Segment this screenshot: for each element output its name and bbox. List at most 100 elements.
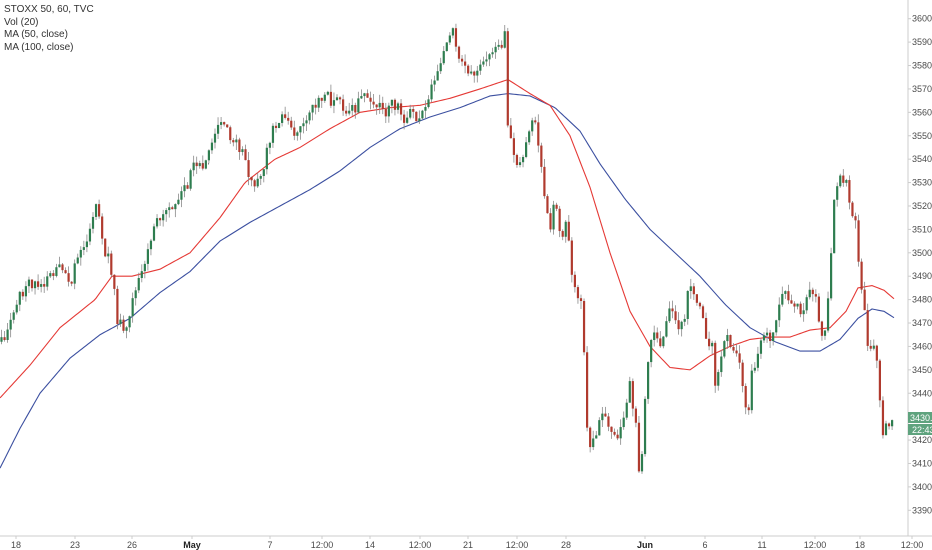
candle-up	[448, 35, 451, 43]
candle-down	[637, 422, 641, 472]
candle-up	[12, 312, 15, 320]
candle-down	[515, 154, 519, 166]
candle-up	[128, 316, 131, 328]
time-axis[interactable]: 18 23 26 May 7 12:00 14 12:00 21 12:00 28 Jun 6 11 12:…	[0, 535, 932, 550]
ma100-line	[0, 93, 895, 469]
candle-up	[396, 103, 400, 110]
candle-down	[293, 127, 296, 136]
candle-down	[787, 291, 790, 301]
candle-up	[299, 126, 302, 133]
candle-up	[363, 93, 366, 97]
time-tick-label: May	[183, 540, 201, 550]
time-tick-label: 26	[127, 540, 137, 550]
candle-up	[778, 304, 781, 321]
candle-up	[497, 44, 500, 47]
time-tick-label: 18	[855, 540, 865, 550]
candle-up	[689, 286, 692, 291]
candle-down	[67, 273, 70, 282]
candle-down	[790, 300, 793, 304]
candle-down	[875, 345, 878, 361]
candle-up	[485, 59, 488, 62]
candle-down	[613, 431, 616, 435]
candle-down	[854, 216, 857, 221]
candle-up	[165, 210, 168, 215]
candle-up	[647, 362, 650, 399]
candle-up	[488, 54, 491, 60]
candle-down	[244, 149, 247, 161]
candle-down	[537, 122, 540, 146]
candle-down	[223, 122, 226, 125]
candle-down	[122, 319, 125, 331]
candle-up	[82, 247, 85, 250]
price-axis[interactable]: 3390.03400.03410.03420.03430.03440.03450…	[907, 0, 932, 536]
candle-down	[64, 270, 67, 274]
candle-down	[857, 220, 860, 262]
candle-up	[162, 214, 165, 221]
candle-up	[265, 147, 268, 170]
candle-up	[756, 353, 759, 368]
candle-up	[451, 28, 454, 36]
candle-down	[869, 345, 872, 349]
candle-up	[360, 96, 363, 99]
candle-down	[576, 287, 580, 299]
candle-up	[146, 249, 149, 264]
candle-down	[500, 44, 503, 48]
candle-up	[717, 372, 720, 386]
ma50-indicator-label[interactable]: MA (50, close)	[4, 29, 68, 40]
candle-up	[552, 204, 555, 230]
candle-up	[750, 370, 753, 411]
candle-down	[253, 180, 256, 187]
time-tick-label: 21	[463, 540, 473, 550]
candle-down	[634, 408, 637, 423]
candle-up	[107, 253, 110, 257]
candle-down	[290, 120, 293, 128]
ma100-indicator-label[interactable]: MA (100, close)	[4, 41, 74, 53]
candle-down	[61, 264, 64, 271]
price-tick-label: 3560.0	[912, 107, 932, 117]
candle-up	[409, 108, 412, 118]
candle-down	[677, 320, 680, 330]
candle-up	[168, 207, 171, 211]
candle-up	[18, 291, 21, 305]
candle-down	[232, 140, 235, 143]
candle-up	[494, 46, 497, 53]
candle-down	[457, 46, 461, 59]
candle-down	[607, 416, 610, 427]
candle-up	[823, 330, 827, 336]
candle-down	[399, 103, 403, 115]
ma50-layer	[0, 78, 895, 399]
candle-up	[55, 267, 58, 276]
candle-down	[113, 274, 116, 289]
candle-down	[573, 274, 576, 288]
time-tick-label: 6	[702, 540, 707, 550]
candle-down	[509, 125, 512, 139]
candle-up	[525, 142, 528, 157]
candle-down	[714, 342, 717, 386]
time-tick-label: 12:00	[311, 540, 334, 550]
price-tick-label: 3530.0	[912, 178, 932, 188]
price-tick-label: 3590.0	[912, 37, 932, 47]
candle-up	[140, 271, 143, 279]
price-tick-label: 3420.0	[912, 435, 932, 445]
candle-up	[622, 417, 625, 428]
volume-indicator-label[interactable]: Vol (20)	[4, 16, 39, 28]
candle-down	[375, 104, 378, 108]
candle-up	[262, 169, 265, 177]
candle-up	[73, 263, 76, 284]
time-tick-label: 12:00	[804, 540, 827, 550]
symbol-title[interactable]: STOXX 50, 60, TVC	[4, 4, 94, 15]
candle-up	[753, 367, 756, 371]
candle-down	[366, 93, 369, 98]
candle-down	[863, 289, 866, 311]
price-tick-label: 3400.0	[912, 482, 932, 492]
candle-down	[567, 221, 570, 241]
candle-up	[277, 122, 281, 129]
candle-down	[381, 102, 384, 109]
candle-down	[460, 58, 464, 62]
candle-down	[701, 306, 705, 318]
candle-down	[570, 240, 573, 275]
candle-down	[741, 362, 744, 387]
candle-up	[595, 435, 598, 439]
price-tick-label: 3600.0	[912, 14, 932, 24]
